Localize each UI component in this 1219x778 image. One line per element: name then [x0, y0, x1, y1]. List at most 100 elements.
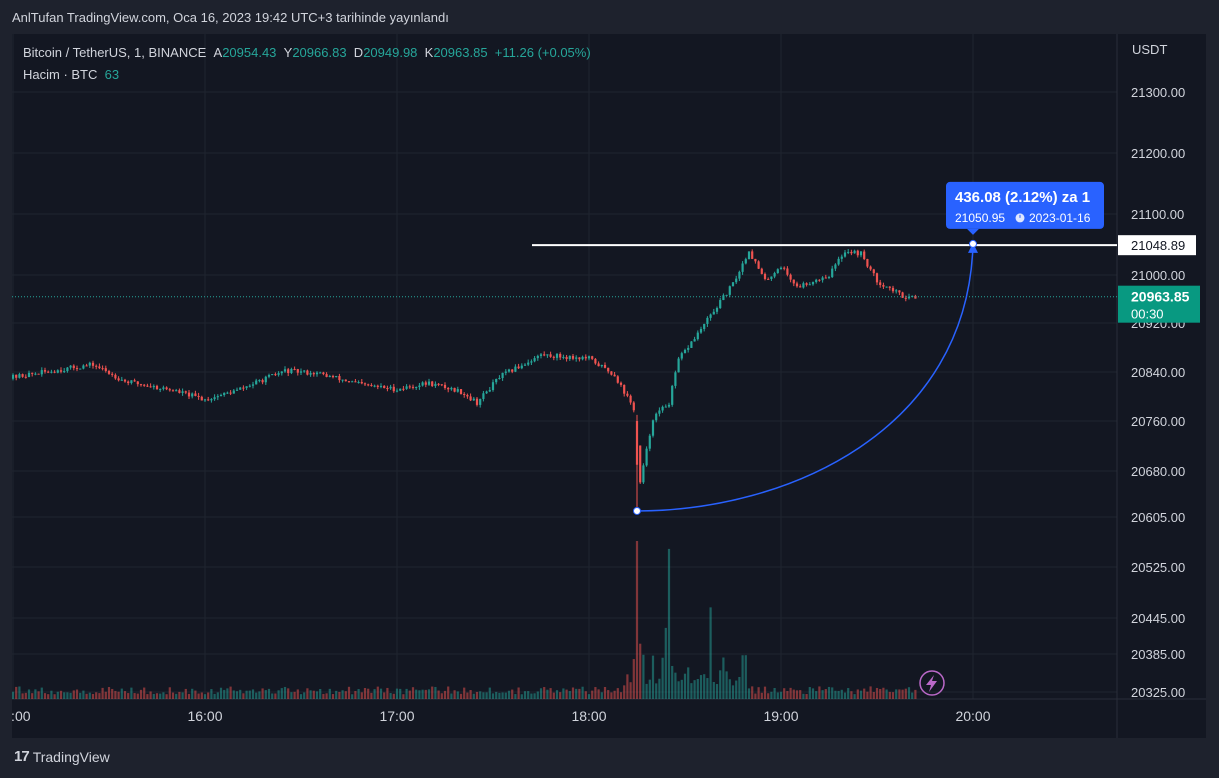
volume-bar: [891, 692, 895, 699]
candle-body: [373, 385, 376, 387]
candle-body: [216, 396, 219, 398]
volume-bar: [264, 690, 267, 699]
volume-bar: [680, 679, 683, 699]
candle-body: [181, 391, 184, 393]
volume-bar: [146, 694, 149, 699]
volume-bar: [648, 679, 651, 699]
candle-body: [459, 389, 463, 395]
candle-body: [690, 341, 693, 348]
volume-bar: [837, 690, 840, 699]
high-label: Y: [283, 45, 293, 60]
candle-body: [831, 268, 834, 278]
candle-body: [472, 398, 475, 401]
chart-canvas[interactable]: 436.08 (2.12%) za 1 21050.95 2023-01-16 USD…: [12, 34, 1206, 738]
candle-body: [520, 365, 523, 369]
candle-body: [53, 371, 56, 373]
chart-panel[interactable]: 436.08 (2.12%) za 1 21050.95 2023-01-16 USD…: [12, 34, 1206, 738]
current-price-value: 20963.85: [1131, 289, 1190, 305]
candle-body: [907, 296, 911, 299]
volume-bar: [632, 659, 635, 699]
candle-body: [440, 384, 443, 386]
volume-bar: [645, 683, 648, 699]
candle-body: [120, 379, 123, 381]
volume-bar: [98, 693, 101, 699]
candle-body: [37, 373, 40, 375]
candle-body: [821, 277, 824, 281]
volume-bar: [379, 688, 383, 699]
measure-label-box: [946, 181, 1104, 229]
volume-bar: [351, 694, 354, 699]
candle-body: [626, 393, 629, 396]
candle-body: [722, 295, 725, 301]
candle-body: [111, 373, 114, 375]
candle-body: [562, 356, 565, 358]
candle-body: [203, 399, 207, 401]
candle-body: [901, 292, 904, 298]
candle-body: [66, 367, 69, 372]
volume-bar: [315, 691, 319, 699]
volume-bar: [322, 693, 325, 699]
candle-body: [354, 381, 357, 383]
candle-body: [699, 328, 703, 333]
candle-body: [322, 372, 325, 375]
candle-body: [136, 381, 139, 385]
candle-body: [658, 410, 661, 414]
volume-label[interactable]: Hacim · BTC: [23, 67, 98, 82]
candle-body: [12, 374, 15, 379]
symbol-name[interactable]: Bitcoin / TetherUS, 1, BINANCE: [23, 45, 207, 60]
volume-bar: [251, 689, 255, 699]
candle-body: [834, 264, 837, 269]
candle-body: [715, 308, 719, 312]
volume-bar: [664, 627, 667, 699]
volume-bar: [859, 690, 863, 699]
candle-body: [408, 386, 411, 388]
volume-bar: [610, 692, 613, 699]
candle-body: [805, 283, 808, 285]
volume-bar: [872, 692, 875, 699]
volume-bar: [12, 691, 15, 699]
brand-name: TradingView: [32, 748, 110, 765]
candle-body: [591, 356, 594, 359]
volume-bar: [562, 688, 565, 699]
volume-bar: [123, 691, 127, 699]
volume-bar: [517, 687, 520, 699]
candle-body: [731, 282, 735, 287]
volume-bar: [31, 693, 34, 699]
candle-body: [687, 347, 690, 350]
candle-body: [507, 369, 511, 372]
volume-bar: [360, 692, 363, 699]
candle-body: [328, 375, 331, 377]
low-label: D: [353, 45, 364, 60]
candle-body: [367, 384, 370, 386]
candle-body: [191, 393, 194, 397]
candle-body: [290, 368, 293, 374]
candle-body: [338, 376, 341, 381]
volume-bar: [616, 688, 619, 699]
candle-body: [235, 389, 239, 391]
volume-bar: [635, 541, 639, 699]
volume-bar: [715, 684, 719, 699]
candle-body: [866, 259, 869, 267]
measure-label-date: 2023-01-16: [1029, 211, 1091, 225]
candle-body: [693, 339, 696, 342]
volume-bar: [75, 689, 79, 699]
volume-bar: [523, 691, 527, 699]
candle-body: [27, 372, 31, 378]
candle-body: [274, 374, 277, 376]
volume-bar: [885, 689, 888, 699]
volume-bar: [469, 689, 472, 699]
candle-body: [802, 283, 805, 288]
time-tick-label: 18:00: [571, 708, 606, 724]
candle-body: [779, 267, 783, 270]
candle-body: [875, 273, 879, 283]
candle-body: [450, 387, 453, 390]
volume-bar: [143, 687, 146, 699]
open-value: 20954.43: [222, 45, 277, 60]
candle-body: [709, 314, 712, 318]
candle-body: [363, 383, 367, 385]
candle-body: [770, 276, 773, 279]
volume-bar: [581, 686, 584, 699]
footer-brand[interactable]: 17 TradingView: [14, 748, 110, 765]
volume-bar: [376, 686, 379, 699]
candle-body: [223, 392, 226, 396]
